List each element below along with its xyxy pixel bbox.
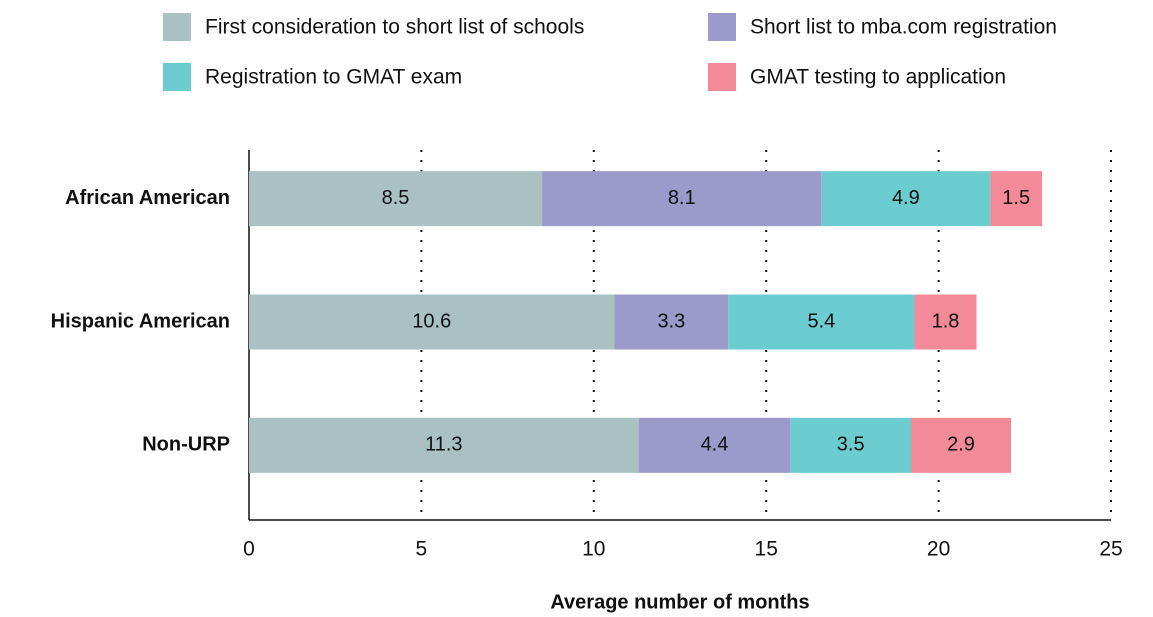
legend-label: GMAT testing to application bbox=[750, 66, 1006, 89]
x-tick-label: 10 bbox=[582, 538, 605, 561]
x-tick-label: 0 bbox=[243, 538, 255, 561]
data-label: 11.3 bbox=[425, 434, 462, 456]
x-tick-label: 15 bbox=[755, 538, 778, 561]
bar-segment bbox=[911, 417, 1012, 473]
x-axis-title: Average number of months bbox=[550, 591, 809, 613]
bar-segment bbox=[249, 417, 639, 473]
legend-label: Registration to GMAT exam bbox=[205, 66, 462, 89]
data-label: 3.3 bbox=[657, 310, 685, 332]
data-label: 2.9 bbox=[947, 434, 975, 456]
bar-segment bbox=[542, 171, 822, 227]
category-label: African American bbox=[65, 187, 230, 209]
x-tick-label: 25 bbox=[1099, 538, 1122, 561]
data-label: 4.9 bbox=[892, 187, 920, 209]
bar-segment bbox=[821, 171, 991, 227]
data-label: 8.1 bbox=[668, 187, 696, 209]
bar-segment bbox=[249, 171, 543, 227]
legend-swatch bbox=[708, 13, 736, 41]
bar-segment bbox=[790, 417, 912, 473]
data-label: 5.4 bbox=[807, 310, 835, 332]
legend-label: First consideration to short list of sch… bbox=[205, 16, 584, 39]
data-label: 10.6 bbox=[412, 310, 451, 332]
bar-segment bbox=[914, 294, 977, 350]
bar-segment bbox=[638, 417, 791, 473]
data-label: 1.5 bbox=[1002, 187, 1030, 209]
data-label: 3.5 bbox=[837, 434, 865, 456]
bar-segment bbox=[990, 171, 1043, 227]
data-label: 1.8 bbox=[932, 310, 960, 332]
category-label: Non-URP bbox=[142, 434, 230, 456]
legend-swatch bbox=[708, 63, 736, 91]
x-tick-label: 20 bbox=[927, 538, 950, 561]
legend-swatch bbox=[163, 63, 191, 91]
legend-label: Short list to mba.com registration bbox=[750, 16, 1057, 39]
data-label: 8.5 bbox=[382, 187, 410, 209]
legend-swatch bbox=[163, 13, 191, 41]
bar-segment bbox=[728, 294, 915, 350]
bar-segment bbox=[249, 294, 615, 350]
x-tick-label: 5 bbox=[416, 538, 428, 561]
data-label: 4.4 bbox=[701, 434, 729, 456]
bar-segment bbox=[614, 294, 729, 350]
category-label: Hispanic American bbox=[51, 310, 230, 332]
